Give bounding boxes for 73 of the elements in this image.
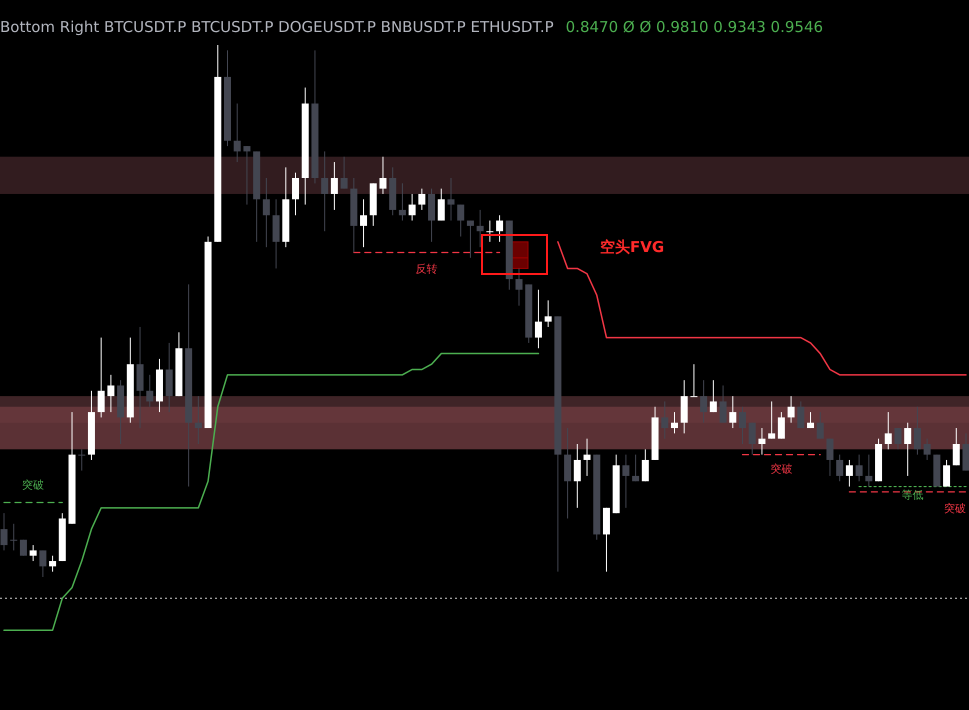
candlestick [720,384,727,424]
candlestick [914,406,921,456]
candlestick [865,454,872,488]
candlestick [78,448,86,472]
candlestick [438,188,445,222]
annotation: 空头FVG [600,238,664,256]
candlestick [758,428,766,456]
candlestick [768,400,776,440]
candlestick [544,300,552,328]
candlestick [690,364,698,398]
candlestick [884,412,892,450]
candlestick [710,380,717,413]
candlestick [457,204,464,238]
candlestick [398,182,406,222]
candlestick [670,412,678,434]
candlestick [49,555,56,572]
candlestick [30,544,37,562]
candlestick [788,396,795,424]
candlestick [846,459,853,488]
candlestick [632,454,640,482]
candlestick [904,422,912,476]
candlestick [98,337,105,418]
candlestick [476,209,484,248]
candlestick [534,289,542,349]
candlestick [0,512,8,551]
candlestick [748,422,756,456]
candlestick [856,454,863,482]
chart-subtitle: 0.8470 Ø Ø 0.9810 0.9343 0.9546 [566,18,824,36]
candlestick [584,438,591,476]
candlestick [466,220,474,258]
candlestick [574,444,581,508]
series-label: 突破 [770,462,792,476]
candlestick [39,550,46,578]
candlestick [360,198,368,248]
candlestick [642,448,649,482]
candlestick [952,428,960,466]
candlestick [321,150,328,232]
candlestick [496,214,504,242]
series-label: 等低 [902,488,924,502]
candlestick [194,396,202,444]
chart-title: Bottom Right BTCUSDT.P BTCUSDT.P DOGEUSDT.P BNBUSDT.P ETHUSDT.P [0,18,554,36]
candlestick [146,374,154,408]
candlestick [243,146,250,206]
candlestick [330,162,338,210]
series-label: 反转 [416,262,438,276]
candlestick [807,412,814,429]
candlestick [418,188,426,210]
candlestick [778,412,785,440]
candlestick [516,268,523,306]
candlestick [486,220,494,242]
candlestick [447,178,454,222]
candlestick [943,459,950,488]
candlestick [292,172,300,216]
candlestick [739,406,746,444]
candlestick [797,400,804,429]
candlestick [234,103,241,163]
candlestick [622,454,630,508]
candlestick [379,156,386,194]
candlestick [826,438,834,476]
candlestick [836,454,844,482]
candlestick [408,193,416,222]
candlestick [661,400,668,440]
candlestick [340,156,348,190]
candlestick [894,428,902,450]
candlestick [816,412,824,440]
series-label: 突破 [944,502,966,515]
candlestick [107,374,114,413]
candlestick [10,523,18,551]
candlestick [700,380,708,424]
candlestick [729,396,736,429]
candlestick [924,438,931,460]
candlestick [262,178,270,248]
series-label: 突破 [22,478,44,492]
